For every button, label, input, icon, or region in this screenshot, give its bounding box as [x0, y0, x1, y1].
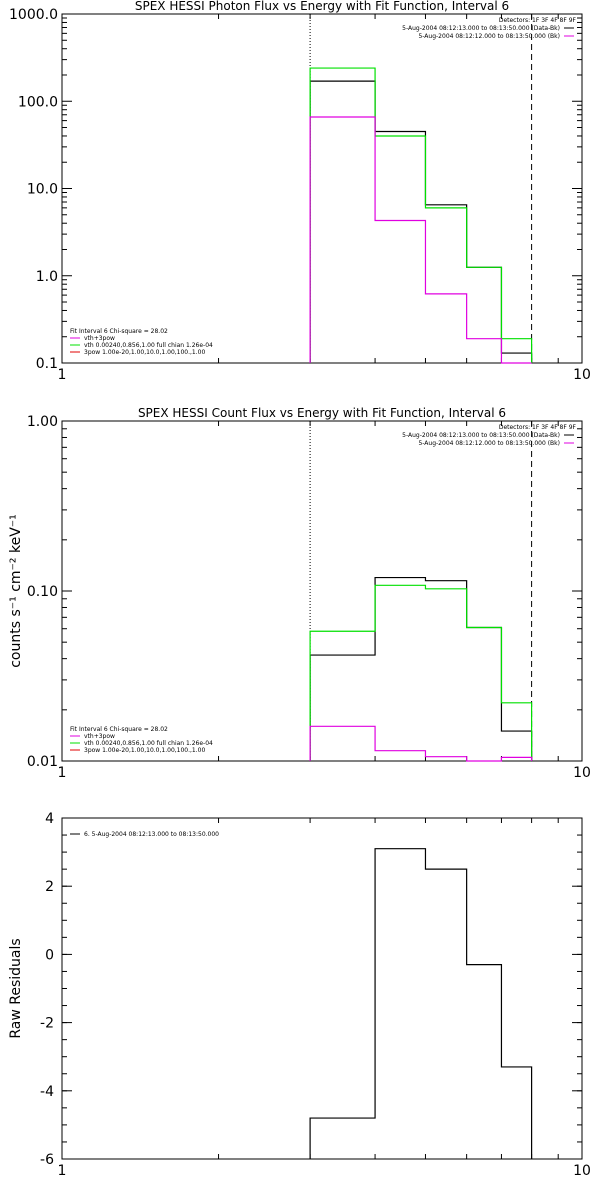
series-step-line-0: [309, 576, 533, 761]
chart-title: SPEX HESSI Count Flux vs Energy with Fit…: [138, 406, 506, 420]
x-tick-label: 1: [58, 1163, 67, 1179]
y-tick-label: -2: [40, 1016, 54, 1032]
detectors-label: Detectors: 1F 3F 4F 8F 9F: [499, 424, 577, 431]
series-step-line-1: [309, 584, 533, 761]
legend-right-entry: 5-Aug-2004 08:12:13.000 to 08:13:50.000 …: [402, 25, 560, 32]
x-tick-label: 10: [573, 1163, 591, 1179]
y-tick-label: 2: [45, 879, 54, 895]
legend-left-entry: vth+3pow: [84, 733, 115, 740]
x-tick-label: 1: [58, 367, 67, 383]
series-step-line-2: [309, 725, 533, 762]
x-tick-label: 1: [58, 765, 67, 781]
plot-frame: [61, 420, 583, 762]
y-tick-label: 1000.0: [9, 7, 58, 23]
legend-left-entry: vth 0.00240,0.856,1.00 full chian 1.26e-…: [84, 740, 213, 747]
series-step-line-2: [309, 116, 532, 364]
legend-left-entry: 3pow 1.00e-20,1.00,10.0,1.00,100.,1.00: [84, 349, 205, 356]
legend-left-header: Fit Interval 6 Chi-square = 28.02: [70, 726, 168, 733]
y-tick-label: 100.0: [18, 94, 58, 110]
y-tick-label: 0: [45, 947, 54, 963]
x-tick-label: 10: [573, 765, 591, 781]
y-tick-label: 1.00: [27, 414, 58, 430]
legend-left-entry: vth 0.00240,0.856,1.00 full chian 1.26e-…: [84, 342, 213, 349]
legend-left-entry: vth+3pow: [84, 335, 115, 342]
plot-frame: [61, 817, 583, 1160]
chart-title: SPEX HESSI Photon Flux vs Energy with Fi…: [135, 0, 509, 13]
y-tick-label: 0.01: [27, 754, 58, 770]
y-tick-label: -4: [40, 1084, 54, 1100]
legend-left-entry: 3pow 1.00e-20,1.00,10.0,1.00,100.,1.00: [84, 747, 205, 754]
y-tick-label: 0.10: [27, 584, 58, 600]
detectors-label: Detectors: 1F 3F 4F 8F 9F: [499, 17, 577, 24]
y-tick-label: 0.1: [36, 356, 58, 372]
legend-right-entry: 5-Aug-2004 08:12:13.000 to 08:13:50.000 …: [402, 432, 560, 439]
y-tick-label: 1.0: [36, 269, 58, 285]
legend-left-header: Fit Interval 6 Chi-square = 28.02: [70, 328, 168, 335]
legend-right-entry: 5-Aug-2004 08:12:12.000 to 08:13:50.000 …: [418, 33, 560, 40]
series-step-line-0: [309, 848, 533, 1159]
series-step-line-0: [309, 80, 533, 363]
legend-right-entry: 5-Aug-2004 08:12:12.000 to 08:13:50.000 …: [418, 440, 560, 447]
y-tick-label: 10.0: [27, 182, 58, 198]
x-tick-label: 10: [573, 367, 591, 383]
y-axis-label: counts s⁻¹ cm⁻² keV⁻¹: [8, 514, 24, 668]
series-step-line-1: [309, 67, 533, 363]
y-tick-label: -6: [40, 1152, 54, 1168]
y-axis-label: Raw Residuals: [8, 938, 24, 1038]
y-tick-label: 4: [45, 811, 54, 827]
legend-left-entry: 6. 5-Aug-2004 08:12:13.000 to 08:13:50.0…: [84, 831, 219, 838]
plot-frame: [61, 13, 583, 364]
